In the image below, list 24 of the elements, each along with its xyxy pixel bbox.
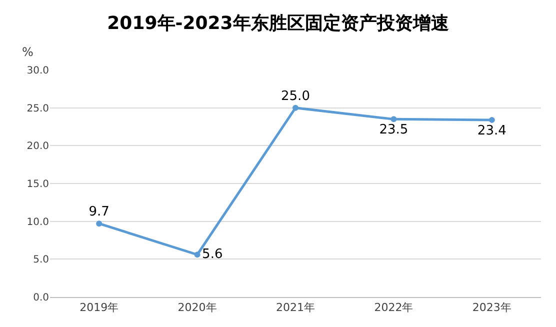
data-label: 9.7	[88, 204, 110, 220]
y-tick-label: 20.0	[26, 141, 49, 152]
point	[96, 220, 102, 227]
x-tick-label: 2020年	[178, 301, 217, 314]
point	[292, 104, 298, 111]
y-tick-label: 15.0	[26, 179, 49, 190]
x-tick-label: 2023年	[472, 301, 512, 314]
y-tick-label: 25.0	[26, 103, 49, 114]
data-label: 5.6	[202, 246, 223, 262]
data-label: 23.5	[379, 122, 408, 138]
data-label: 23.4	[477, 123, 506, 138]
chart-title: 2019年-2023年东胜区固定资产投资增速	[107, 12, 449, 34]
point	[488, 116, 495, 123]
y-tick-label: 5.0	[33, 254, 49, 266]
data-label: 25.0	[281, 88, 310, 104]
y-tick-label: 0.0	[33, 292, 49, 304]
x-tick-label: 2019年	[80, 301, 119, 314]
y-tick-label: 30.0	[26, 66, 49, 76]
y-axis-title: %	[22, 45, 34, 59]
x-tick-label: 2021年	[276, 301, 315, 314]
point	[390, 116, 397, 122]
x-tick-label: 2022年	[374, 301, 414, 314]
y-tick-label: 10.0	[26, 216, 49, 228]
point	[194, 252, 200, 258]
